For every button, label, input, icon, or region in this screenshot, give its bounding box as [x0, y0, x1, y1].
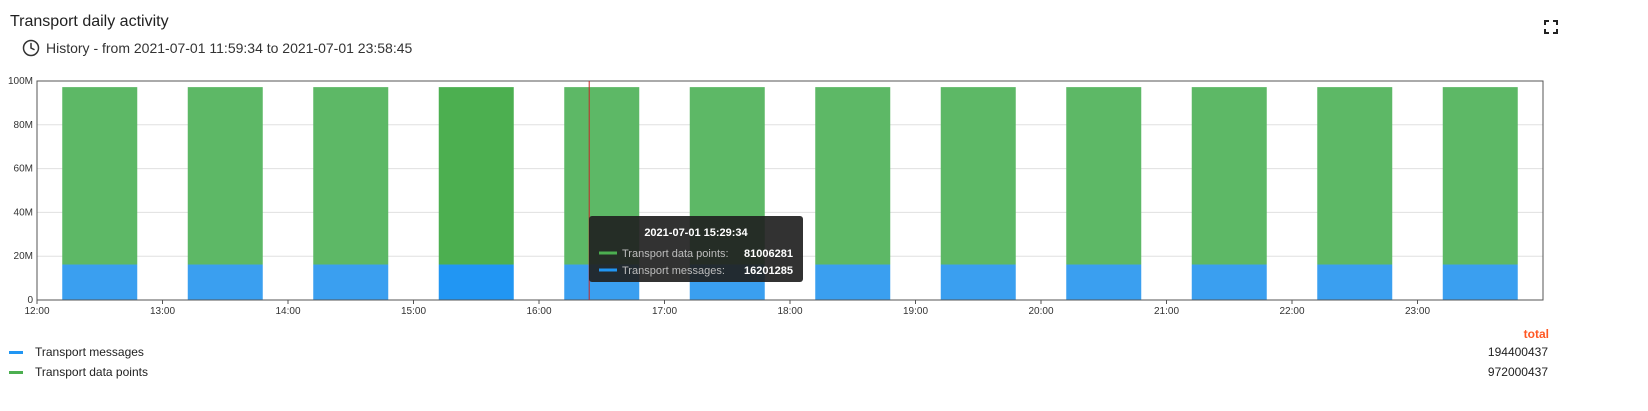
legend-total-header: total [1523, 327, 1549, 341]
bar-segment-messages [313, 264, 389, 300]
chart-title: Transport daily activity [10, 13, 169, 30]
bar-segment-messages [438, 264, 514, 300]
bar-segment-data-points [815, 87, 891, 265]
bar-segment-data-points [187, 87, 263, 265]
x-tick-label: 23:00 [1405, 306, 1430, 317]
x-tick-label: 15:00 [401, 306, 426, 317]
clock-icon [22, 39, 40, 57]
tooltip-row-value: 16201285 [744, 265, 793, 277]
tooltip-time: 2021-07-01 15:29:34 [644, 227, 748, 239]
fullscreen-icon[interactable] [1544, 20, 1558, 34]
bar-segment-messages [62, 264, 138, 300]
y-tick-label: 60M [14, 164, 33, 175]
legend-label: Transport messages [35, 345, 144, 359]
legend-item-data-points[interactable]: Transport data points 972000437 [0, 363, 1548, 381]
x-tick-label: 22:00 [1279, 306, 1304, 317]
x-tick-label: 13:00 [150, 306, 175, 317]
x-tick-label: 20:00 [1028, 306, 1053, 317]
bar-segment-messages [1442, 264, 1518, 300]
y-tick-label: 100M [8, 76, 33, 87]
y-tick-label: 0 [27, 295, 33, 306]
legend-swatch-data-points [9, 370, 23, 374]
history-range-label: History - from 2021-07-01 11:59:34 to 20… [46, 40, 413, 56]
bar-segment-data-points [1191, 87, 1267, 265]
stacked-bar-chart: 0 20M 40M 60M 80M 100M 12:00 13:00 14:00 15:00 16:… [8, 76, 1544, 317]
bar-segment-messages [187, 264, 263, 300]
legend-swatch-messages [9, 350, 23, 354]
bar-segment-messages [1066, 264, 1142, 300]
bar-segment-data-points [313, 87, 389, 265]
x-tick-label: 19:00 [903, 306, 928, 317]
y-tick-label: 80M [14, 120, 33, 131]
bar-segment-data-points [62, 87, 138, 265]
tooltip-row-label: Transport messages: [622, 265, 725, 277]
legend-item-messages[interactable]: Transport messages 194400437 [0, 343, 1548, 361]
y-tick-label: 40M [14, 207, 33, 218]
bar-segment-messages [1191, 264, 1267, 300]
legend-total-value: 972000437 [1487, 365, 1548, 379]
legend-label: Transport data points [35, 365, 148, 379]
tooltip-row-label: Transport data points: [622, 248, 729, 260]
bar-segment-messages [815, 264, 891, 300]
y-tick-label: 20M [14, 251, 33, 262]
history-range: History - from 2021-07-01 11:59:34 to 20… [22, 39, 412, 57]
tooltip-row-value: 81006281 [744, 248, 793, 260]
bar-segment-data-points [1066, 87, 1142, 265]
x-tick-label: 17:00 [652, 306, 677, 317]
bar-segment-data-points [438, 87, 514, 265]
bar-segment-data-points [1317, 87, 1393, 265]
bar-segment-messages [940, 264, 1016, 300]
x-tick-label: 12:00 [24, 306, 49, 317]
bar-segment-data-points [1442, 87, 1518, 265]
x-tick-label: 18:00 [777, 306, 802, 317]
bar-segment-messages [1317, 264, 1393, 300]
x-tick-label: 16:00 [526, 306, 551, 317]
tooltip-box [589, 216, 803, 282]
x-tick-label: 21:00 [1154, 306, 1179, 317]
legend-total-value: 194400437 [1487, 345, 1548, 359]
bar-segment-data-points [940, 87, 1016, 265]
x-tick-label: 14:00 [275, 306, 300, 317]
